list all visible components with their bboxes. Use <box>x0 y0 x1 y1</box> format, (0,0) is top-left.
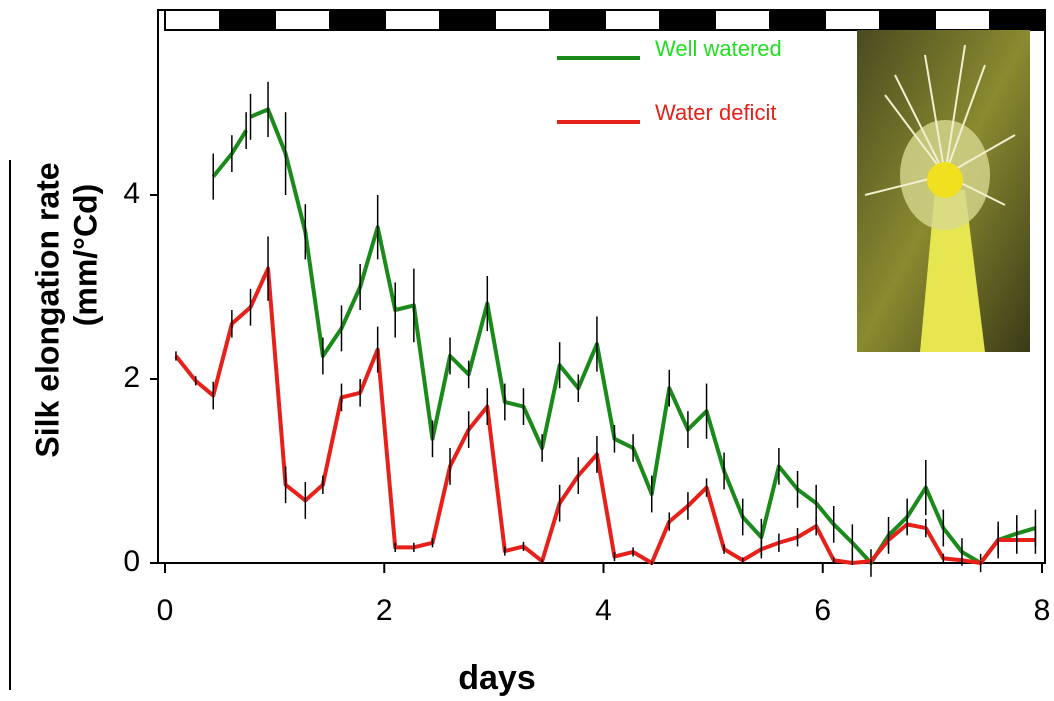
day-night-segment <box>329 9 386 31</box>
day-night-segment <box>549 9 606 31</box>
legend-label: Well watered <box>655 36 782 61</box>
x-tick-label: 4 <box>595 594 612 627</box>
x-tick-label: 6 <box>814 594 831 627</box>
x-tick-label: 8 <box>1034 594 1051 627</box>
day-night-segment <box>604 9 661 31</box>
day-night-segment <box>439 9 496 31</box>
y-axis-label: Silk elongation rate <box>29 162 65 457</box>
x-axis-label: days <box>458 659 536 697</box>
day-night-segment <box>494 9 551 31</box>
day-night-segment <box>879 9 936 31</box>
day-night-segment <box>164 9 221 31</box>
day-night-segment <box>219 9 276 31</box>
day-night-segment <box>384 9 441 31</box>
y-tick-label: 4 <box>123 177 140 210</box>
photo <box>857 30 1030 352</box>
day-night-segment <box>659 9 716 31</box>
day-night-segment <box>934 9 991 31</box>
legend-label: Water deficit <box>655 100 776 125</box>
y-tick-label: 0 <box>123 545 140 578</box>
day-night-segment <box>989 9 1046 31</box>
y-axis-label: (mm/°Cd) <box>67 184 103 327</box>
x-tick-label: 0 <box>157 594 174 627</box>
day-night-segment <box>769 9 826 31</box>
plot-frame <box>157 9 1046 564</box>
day-night-segment <box>824 9 881 31</box>
y-tick-label: 2 <box>123 361 140 394</box>
day-night-segment <box>274 9 331 31</box>
day-night-segment <box>714 9 771 31</box>
day-night-bar <box>164 9 1046 31</box>
series-line <box>174 266 1036 565</box>
x-tick-label: 2 <box>376 594 393 627</box>
